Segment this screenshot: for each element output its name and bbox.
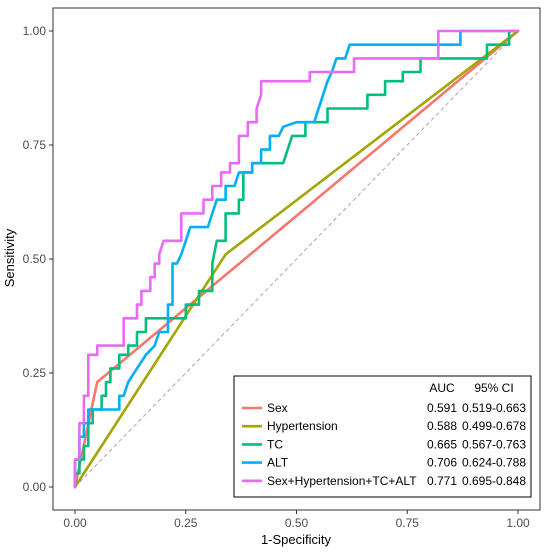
legend-auc-value: 0.706 bbox=[427, 456, 457, 470]
x-tick-label: 0.00 bbox=[63, 516, 87, 530]
legend-ci-value: 0.499-0.678 bbox=[462, 419, 526, 433]
y-axis-title: Sensitivity bbox=[2, 228, 17, 287]
legend-ci-value: 0.519-0.663 bbox=[462, 401, 526, 415]
legend-auc-value: 0.771 bbox=[427, 474, 457, 488]
x-tick-label: 1.00 bbox=[506, 516, 530, 530]
y-tick-label: 0.00 bbox=[23, 480, 47, 494]
legend-auc-value: 0.591 bbox=[427, 401, 457, 415]
legend-entry: TC 0.665 0.567-0.763 bbox=[242, 437, 526, 451]
roc-line-sex bbox=[73, 29, 520, 489]
legend-entry: Sex+Hypertension+TC+ALT 0.771 0.695-0.848 bbox=[242, 474, 526, 488]
x-axis-title: 1-Specificity bbox=[261, 532, 332, 547]
legend: AUC 95% CI Sex 0.591 0.519-0.663 Hypertensi… bbox=[233, 375, 532, 498]
legend-ci-value: 0.567-0.763 bbox=[462, 437, 526, 451]
y-tick-label: 1.00 bbox=[23, 24, 47, 38]
roc-line-sex-hypertension-tc-alt bbox=[73, 29, 520, 489]
legend-header-ci: 95% CI bbox=[474, 381, 513, 395]
legend-auc-value: 0.588 bbox=[427, 419, 457, 433]
roc-line-hypertension bbox=[73, 29, 520, 489]
legend-ci-value: 0.624-0.788 bbox=[462, 456, 526, 470]
legend-entry: ALT 0.706 0.624-0.788 bbox=[242, 456, 526, 470]
legend-series-name: Sex bbox=[267, 401, 288, 415]
axis-ticks: 0.00 0.25 0.50 0.75 1.00 0.00 0.25 0.50 0.75 1.00 bbox=[23, 24, 530, 530]
legend-series-name: Sex+Hypertension+TC+ALT bbox=[267, 474, 417, 488]
legend-series-name: ALT bbox=[267, 456, 289, 470]
legend-auc-value: 0.665 bbox=[427, 437, 457, 451]
legend-series-name: Hypertension bbox=[267, 419, 338, 433]
legend-entry: Hypertension 0.588 0.499-0.678 bbox=[242, 419, 526, 433]
reference-diagonal bbox=[74, 30, 519, 488]
legend-header-auc: AUC bbox=[429, 381, 455, 395]
legend-box bbox=[233, 375, 532, 498]
x-tick-label: 0.25 bbox=[174, 516, 198, 530]
y-tick-label: 0.50 bbox=[23, 252, 47, 266]
x-tick-label: 0.75 bbox=[396, 516, 420, 530]
y-tick-label: 0.25 bbox=[23, 366, 47, 380]
x-tick-label: 0.50 bbox=[285, 516, 309, 530]
y-tick-label: 0.75 bbox=[23, 138, 47, 152]
roc-line-alt bbox=[73, 29, 520, 489]
legend-ci-value: 0.695-0.848 bbox=[462, 474, 526, 488]
legend-series-name: TC bbox=[267, 437, 283, 451]
legend-entries: Sex 0.591 0.519-0.663 Hypertension 0.588 0.49… bbox=[242, 401, 526, 488]
legend-entry: Sex 0.591 0.519-0.663 bbox=[242, 401, 526, 415]
